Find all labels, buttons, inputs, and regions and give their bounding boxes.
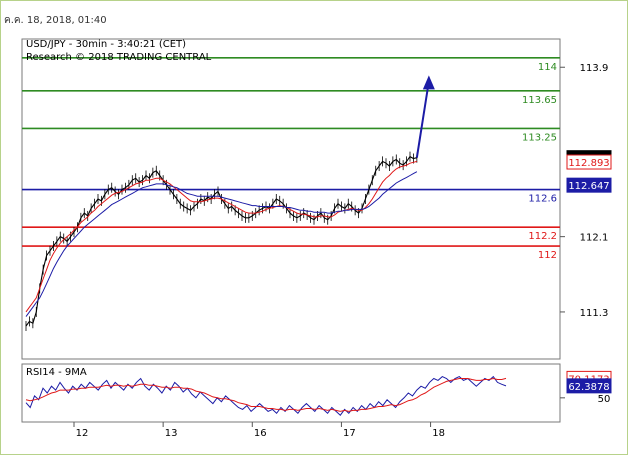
- rsi-tag-label-1: 62.3878: [568, 382, 609, 393]
- rsi-tag-box-1: [566, 378, 612, 394]
- level-label-4: 112.2: [528, 231, 557, 242]
- x-tick-label: 13: [165, 428, 178, 439]
- x-tick-label: 16: [254, 428, 267, 439]
- price-series-group: [25, 151, 418, 332]
- rsi-panel: [21, 363, 561, 423]
- x-axis: 12 13 16 17 18: [73, 422, 445, 439]
- rsi-series-ma: [25, 377, 507, 412]
- rsi-title: RSI14 - 9MA: [26, 367, 87, 378]
- x-tick-label: 17: [343, 428, 356, 439]
- price-tag-box-1: [566, 154, 612, 170]
- chart-subtitle: Research © 2018 TRADING CENTRAL: [26, 52, 212, 63]
- rsi-tick-label: 50: [598, 394, 611, 405]
- rsi-y-axis: 50: [560, 394, 610, 405]
- chart-title: USD/JPY - 30min - 3:40:21 (CET): [26, 39, 186, 50]
- projection-line: [415, 81, 430, 158]
- y-tick-label: 113.9: [580, 63, 609, 74]
- price-tag-box-2: [566, 177, 612, 193]
- price-tag-label-2: 112.647: [568, 181, 609, 192]
- level-label-2: 113.25: [522, 132, 557, 143]
- x-tick-label: 12: [76, 428, 89, 439]
- level-label-1: 113.65: [522, 95, 557, 106]
- projection-head: [422, 75, 435, 90]
- level-label-3: 112.6: [528, 194, 557, 205]
- y-tick-label: 111.3: [580, 308, 609, 319]
- rsi-series-group: [25, 375, 507, 416]
- projection-arrow: [415, 75, 435, 158]
- rsi-series-rsi: [25, 375, 507, 416]
- timestamp: ค.ค. 18, 2018, 01:40: [4, 15, 107, 26]
- level-label-0: 114: [538, 62, 557, 73]
- x-tick-label: 18: [432, 428, 445, 439]
- y-tick-label: 112.1: [580, 233, 609, 244]
- series-moving-average-1: [25, 160, 418, 313]
- level-label-5: 112: [538, 250, 557, 261]
- series-moving-average-2: [25, 171, 418, 317]
- price-tag-label-1: 112.893: [568, 158, 609, 169]
- rsi-tags: 70.117362.3878: [566, 370, 612, 394]
- price-panel: [21, 38, 561, 360]
- price-y-axis: 113.9 112.1 111.3: [560, 63, 608, 319]
